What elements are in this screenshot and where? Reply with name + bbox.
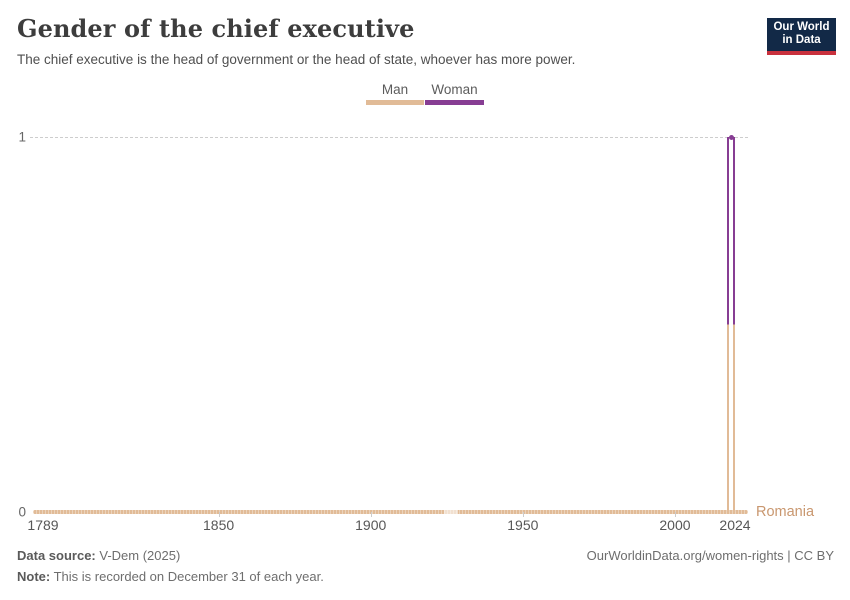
x-axis-tick-label: 1850 bbox=[203, 517, 235, 533]
owid-logo[interactable]: Our World in Data bbox=[767, 18, 836, 55]
x-axis-tick-label: 1900 bbox=[355, 517, 387, 533]
owid-link[interactable]: OurWorldinData.org/women-rights | CC BY bbox=[586, 548, 834, 563]
line-rise-segment bbox=[726, 137, 730, 512]
entity-label[interactable]: Romania bbox=[756, 504, 815, 520]
legend-swatch-woman bbox=[425, 100, 484, 105]
data-source-value: V-Dem (2025) bbox=[95, 548, 181, 563]
x-axis-tick-label: 1950 bbox=[507, 517, 539, 533]
sparse-data-segment bbox=[443, 510, 458, 514]
legend-item-woman[interactable]: Woman bbox=[425, 82, 484, 105]
data-source-label: Data source: bbox=[17, 548, 96, 563]
x-axis-tick bbox=[370, 512, 372, 517]
chart-subtitle: The chief executive is the head of gover… bbox=[17, 52, 576, 67]
owid-logo-text: Our World in Data bbox=[767, 18, 836, 51]
owid-logo-redbar bbox=[767, 50, 836, 55]
y-axis-label-1: 1 bbox=[18, 129, 26, 145]
legend: Man Woman bbox=[0, 82, 850, 105]
note-value: This is recorded on December 31 of each … bbox=[50, 569, 324, 584]
page-title: Gender of the chief executive bbox=[17, 14, 415, 43]
peak-marker bbox=[728, 134, 735, 141]
x-axis-tick-label: 2000 bbox=[659, 517, 691, 533]
legend-label-man: Man bbox=[381, 82, 409, 97]
y-axis-label-0: 0 bbox=[18, 504, 26, 520]
note: Note: This is recorded on December 31 of… bbox=[17, 569, 324, 584]
data-source: Data source: V-Dem (2025) bbox=[17, 548, 180, 563]
series-line-baseline bbox=[33, 510, 748, 514]
line-fall-segment bbox=[732, 137, 736, 512]
x-axis-tick-label: 1789 bbox=[27, 517, 59, 533]
x-axis-tick-label: 2024 bbox=[719, 517, 751, 533]
x-axis-tick bbox=[522, 512, 524, 517]
note-label: Note: bbox=[17, 569, 51, 584]
legend-swatch-man bbox=[366, 100, 424, 105]
x-axis-tick bbox=[674, 512, 676, 517]
legend-item-man[interactable]: Man bbox=[366, 82, 424, 105]
x-axis-tick bbox=[218, 512, 220, 517]
legend-label-woman: Woman bbox=[431, 82, 478, 97]
gridline-y1 bbox=[30, 136, 748, 138]
